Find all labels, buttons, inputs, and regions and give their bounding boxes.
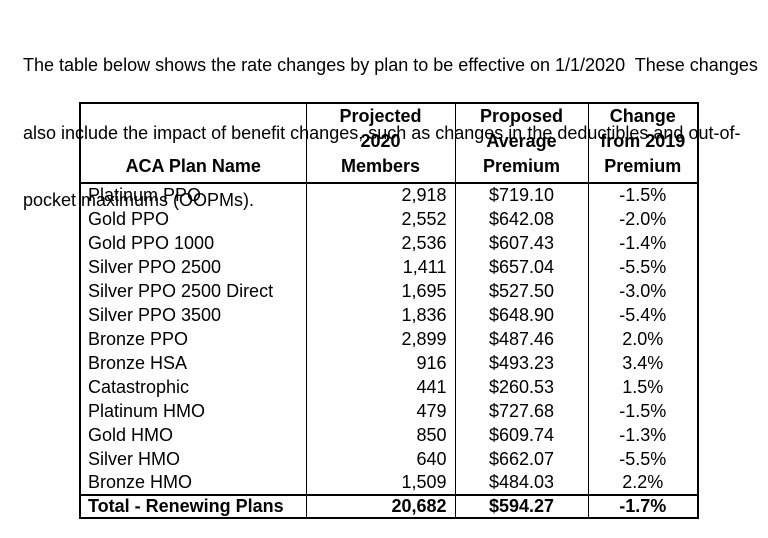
cell-plan: Silver PPO 2500 Direct — [88, 280, 274, 301]
header-line: Projected — [339, 106, 422, 126]
cell-premium: $607.43 — [454, 231, 588, 255]
header-line: Proposed — [479, 106, 563, 126]
table-row: Silver HMO 640 $662.07 -5.5% — [80, 447, 698, 471]
cell-plan: Bronze PPO — [88, 328, 189, 349]
cell-plan: Silver PPO 3500 — [88, 304, 222, 325]
header-line: Members — [340, 156, 421, 176]
cell-premium: $657.04 — [454, 255, 588, 279]
cell-members: 1,836 — [305, 303, 455, 327]
table-row: Silver PPO 3500 1,836 $648.90 -5.4% — [80, 303, 698, 327]
header-projected-members: Projected 2020 Members — [305, 103, 455, 184]
header-line: Change — [609, 106, 676, 126]
cell-plan: Catastrophic — [88, 376, 190, 397]
cell-members: 479 — [305, 399, 455, 423]
cell-plan: Platinum PPO — [88, 185, 202, 205]
cell-change: -1.4% — [587, 231, 698, 255]
cell-plan: Bronze HMO — [88, 472, 193, 492]
cell-change: 3.4% — [587, 351, 698, 375]
cell-members: 640 — [305, 447, 455, 471]
table-header: ACA Plan Name Projected 2020 Members Pro… — [80, 103, 698, 184]
header-plan-name-label: ACA Plan Name — [125, 156, 261, 176]
cell-plan: Silver PPO 2500 — [88, 256, 222, 277]
table-body: Platinum PPO 2,918 $719.10 -1.5% Gold PPO 2,5… — [80, 183, 698, 495]
total-plan-label: Total - Renewing Plans — [80, 494, 306, 518]
cell-plan: Gold PPO 1000 — [88, 232, 215, 253]
header-change-from-2019: Change from 2019 Premium — [587, 103, 698, 184]
cell-change: -5.5% — [587, 447, 698, 471]
cell-members: 1,411 — [305, 255, 455, 279]
intro-line: pocket maximums (OOPMs). — [23, 190, 255, 210]
total-row: Total - Renewing Plans 20,682 $594.27 -1… — [80, 494, 698, 518]
cell-premium: $484.03 — [454, 471, 588, 495]
header-proposed-premium: Proposed Average Premium — [454, 103, 588, 184]
header-line: Premium — [604, 156, 682, 176]
table-row: Gold PPO 2,552 $642.08 -2.0% — [80, 207, 698, 231]
table-row: Bronze HMO 1,509 $484.03 2.2% — [80, 471, 698, 495]
cell-plan: Silver HMO — [88, 448, 181, 469]
cell-change: -3.0% — [587, 279, 698, 303]
cell-change: -5.4% — [587, 303, 698, 327]
header-line: from 2019 — [600, 131, 686, 151]
cell-premium: $527.50 — [454, 279, 588, 303]
cell-change: 2.2% — [587, 471, 698, 495]
table-row: Platinum HMO 479 $727.68 -1.5% — [80, 399, 698, 423]
table-row: Gold PPO 1000 2,536 $607.43 -1.4% — [80, 231, 698, 255]
cell-change: -1.3% — [587, 423, 698, 447]
cell-change: -5.5% — [587, 255, 698, 279]
cell-premium: $487.46 — [454, 327, 588, 351]
cell-members: 916 — [305, 351, 455, 375]
cell-premium: $662.07 — [454, 447, 588, 471]
table-row: Gold HMO 850 $609.74 -1.3% — [80, 423, 698, 447]
cell-premium: $260.53 — [454, 375, 588, 399]
cell-plan: Bronze HSA — [88, 352, 188, 373]
cell-premium: $648.90 — [454, 303, 588, 327]
header-row: ACA Plan Name Projected 2020 Members Pro… — [80, 103, 698, 184]
cell-change: -1.5% — [587, 399, 698, 423]
cell-members: 2,536 — [305, 231, 455, 255]
header-line: Premium — [482, 156, 561, 176]
table-row: Silver PPO 2500 Direct 1,695 $527.50 -3.0% — [80, 279, 698, 303]
table-row: Bronze PPO 2,899 $487.46 2.0% — [80, 327, 698, 351]
table-row: Catastrophic 441 $260.53 1.5% — [80, 375, 698, 399]
cell-premium: $719.10 — [454, 183, 588, 207]
table-row: Bronze HSA 916 $493.23 3.4% — [80, 351, 698, 375]
cell-plan: Gold HMO — [88, 424, 174, 445]
table-row: Platinum PPO 2,918 $719.10 -1.5% — [80, 183, 698, 207]
table-row: Silver PPO 2500 1,411 $657.04 -5.5% — [80, 255, 698, 279]
cell-members: 2,552 — [305, 207, 455, 231]
cell-members: 1,509 — [305, 471, 455, 495]
cell-plan: Gold PPO — [88, 208, 170, 229]
cell-change: -1.5% — [587, 183, 698, 207]
cell-change: 2.0% — [587, 327, 698, 351]
rate-change-table-grid: ACA Plan Name Projected 2020 Members Pro… — [79, 102, 699, 519]
header-line: Average — [486, 131, 557, 151]
header-plan-name: ACA Plan Name — [80, 103, 306, 184]
cell-members: 441 — [305, 375, 455, 399]
header-line: 2020 — [360, 131, 401, 151]
cell-members: 2,918 — [305, 183, 455, 207]
cell-members: 2,899 — [305, 327, 455, 351]
total-change-value: -1.7% — [587, 494, 698, 518]
cell-members: 1,695 — [305, 279, 455, 303]
table-footer: Total - Renewing Plans 20,682 $594.27 -1… — [80, 494, 698, 518]
cell-premium: $493.23 — [454, 351, 588, 375]
cell-premium: $727.68 — [454, 399, 588, 423]
cell-change: -2.0% — [587, 207, 698, 231]
cell-premium: $609.74 — [454, 423, 588, 447]
cell-plan: Platinum HMO — [88, 400, 206, 421]
rate-change-table: ACA Plan Name Projected 2020 Members Pro… — [79, 102, 699, 519]
cell-change: 1.5% — [587, 375, 698, 399]
cell-members: 850 — [305, 423, 455, 447]
total-members-value: 20,682 — [305, 494, 455, 518]
intro-line: The table below shows the rate changes b… — [23, 55, 758, 75]
cell-premium: $642.08 — [454, 207, 588, 231]
total-premium-value: $594.27 — [454, 494, 588, 518]
